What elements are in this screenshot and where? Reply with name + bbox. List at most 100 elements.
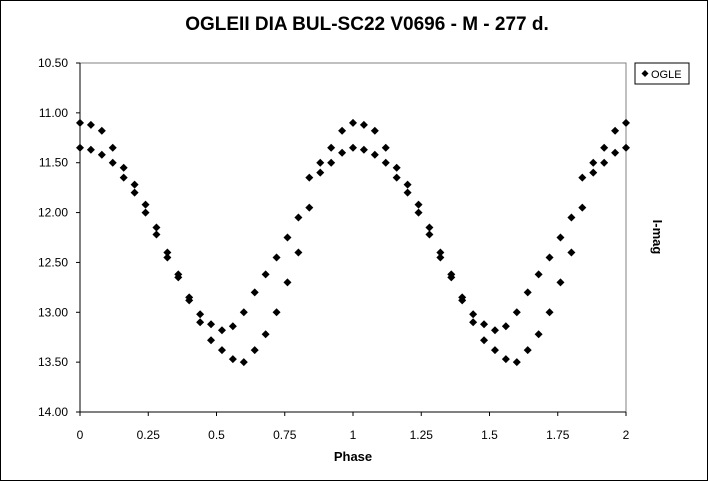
data-point — [600, 143, 609, 152]
data-point — [185, 296, 194, 305]
y-tick-label: 10.50 — [38, 56, 68, 70]
x-axis-label: Phase — [334, 449, 372, 464]
data-point — [283, 233, 292, 242]
data-point — [86, 145, 95, 154]
legend: OGLE — [634, 62, 690, 85]
data-point — [207, 336, 216, 345]
data-point — [556, 233, 565, 242]
data-point — [327, 143, 336, 152]
data-point — [130, 180, 139, 189]
data-point — [228, 322, 237, 331]
data-point — [217, 346, 226, 355]
x-tick-label: 1 — [350, 428, 357, 442]
data-point — [469, 318, 478, 327]
data-point — [272, 253, 281, 262]
y-axis-label: I-mag — [650, 220, 665, 255]
data-point — [589, 158, 598, 167]
data-point — [458, 296, 467, 305]
data-point — [501, 322, 510, 331]
data-point — [130, 188, 139, 197]
data-point — [152, 230, 161, 239]
y-tick-label: 12.00 — [38, 206, 68, 220]
data-point — [261, 270, 270, 279]
data-point — [370, 150, 379, 159]
data-point — [622, 143, 630, 152]
data-point — [556, 278, 565, 287]
data-point — [141, 208, 150, 217]
data-point — [392, 163, 401, 172]
data-point — [294, 248, 303, 257]
data-point — [425, 223, 434, 232]
data-point — [403, 188, 412, 197]
x-tick-label: 1.75 — [546, 428, 570, 442]
data-point — [381, 158, 390, 167]
data-point — [349, 118, 357, 127]
data-point — [305, 203, 314, 212]
data-point — [611, 148, 620, 157]
data-point — [196, 318, 205, 327]
x-tick-label: 1.25 — [410, 428, 434, 442]
y-tick-label: 13.00 — [38, 305, 68, 319]
data-point — [512, 308, 521, 317]
data-point — [480, 336, 489, 345]
data-point — [108, 158, 117, 167]
data-point — [272, 308, 281, 317]
data-point — [469, 310, 478, 319]
data-point — [207, 320, 216, 329]
data-point — [480, 320, 489, 329]
data-point — [534, 330, 543, 339]
data-point — [327, 158, 336, 167]
chart-title: OGLEII DIA BUL-SC22 V0696 - M - 277 d. — [185, 14, 549, 35]
data-point — [403, 180, 412, 189]
data-point — [436, 253, 445, 262]
data-point — [349, 143, 357, 152]
data-point — [305, 173, 314, 182]
data-point — [414, 208, 423, 217]
data-point — [545, 308, 554, 317]
x-tick-label: 0.75 — [273, 428, 297, 442]
data-point — [119, 163, 128, 172]
data-point — [545, 253, 554, 262]
data-point — [174, 273, 183, 282]
data-point — [163, 253, 172, 262]
data-point — [261, 330, 270, 339]
legend-marker-icon — [641, 70, 649, 77]
data-point — [534, 270, 543, 279]
data-point — [119, 173, 128, 182]
x-tick-label: 1.5 — [481, 428, 498, 442]
x-tick-label: 2 — [623, 428, 630, 442]
data-point — [97, 150, 106, 159]
data-point — [414, 200, 423, 209]
y-tick-label: 14.00 — [38, 405, 68, 419]
data-point — [294, 213, 303, 222]
data-point — [578, 173, 587, 182]
data-point — [239, 358, 248, 367]
data-point — [76, 118, 84, 127]
data-point — [567, 213, 576, 222]
data-point — [316, 158, 325, 167]
data-point — [436, 248, 445, 257]
y-tick-label: 11.00 — [39, 106, 68, 120]
data-point — [501, 355, 510, 364]
data-point — [196, 310, 205, 319]
data-point — [338, 148, 347, 157]
x-tick-label: 0.25 — [137, 428, 161, 442]
plot-area — [79, 62, 627, 413]
data-point — [447, 273, 456, 282]
x-tick-label: 0 — [77, 428, 84, 442]
data-point — [217, 326, 226, 335]
data-point — [567, 248, 576, 257]
data-point — [316, 168, 325, 177]
data-point — [589, 168, 598, 177]
data-point — [490, 346, 499, 355]
data-point — [381, 143, 390, 152]
data-point — [425, 230, 434, 239]
x-tick-label: 0.5 — [208, 428, 225, 442]
legend-label: OGLE — [651, 69, 682, 81]
data-point — [359, 120, 368, 129]
y-tick-label: 13.50 — [38, 355, 68, 369]
data-point — [239, 308, 248, 317]
data-point — [600, 158, 609, 167]
